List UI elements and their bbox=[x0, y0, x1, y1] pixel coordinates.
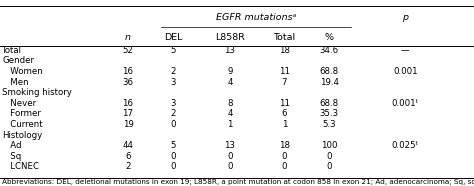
Text: L858R: L858R bbox=[215, 33, 245, 42]
Text: 19.4: 19.4 bbox=[320, 78, 339, 86]
Text: 0: 0 bbox=[282, 152, 287, 161]
Text: 3: 3 bbox=[170, 99, 176, 108]
Text: 17: 17 bbox=[122, 109, 134, 118]
Text: 4: 4 bbox=[227, 78, 233, 86]
Text: 0: 0 bbox=[282, 162, 287, 171]
Text: Never: Never bbox=[2, 99, 36, 108]
Text: Smoking history: Smoking history bbox=[2, 88, 72, 97]
Text: 2: 2 bbox=[170, 109, 176, 118]
Text: 4: 4 bbox=[227, 109, 233, 118]
Text: n: n bbox=[125, 33, 131, 42]
Text: 5: 5 bbox=[170, 46, 176, 55]
Text: Total: Total bbox=[273, 33, 295, 42]
Text: 13: 13 bbox=[224, 141, 236, 150]
Text: 18: 18 bbox=[279, 141, 290, 150]
Text: 100: 100 bbox=[321, 141, 337, 150]
Text: 0.001: 0.001 bbox=[393, 67, 418, 76]
Text: Ad: Ad bbox=[2, 141, 22, 150]
Text: Current: Current bbox=[2, 120, 43, 129]
Text: 68.8: 68.8 bbox=[320, 99, 339, 108]
Text: 68.8: 68.8 bbox=[320, 67, 339, 76]
Text: 3: 3 bbox=[170, 78, 176, 86]
Text: 16: 16 bbox=[122, 67, 134, 76]
Text: Abbreviations: DEL, deletional mutations in exon 19; L858R, a point mutation at : Abbreviations: DEL, deletional mutations… bbox=[2, 179, 474, 185]
Text: 1: 1 bbox=[282, 120, 287, 129]
Text: 7: 7 bbox=[282, 78, 287, 86]
Text: 44: 44 bbox=[122, 141, 134, 150]
Text: 19: 19 bbox=[123, 120, 133, 129]
Text: Former: Former bbox=[2, 109, 41, 118]
Text: Gender: Gender bbox=[2, 56, 35, 65]
Text: 0: 0 bbox=[327, 162, 332, 171]
Text: 9: 9 bbox=[227, 67, 233, 76]
Text: Histology: Histology bbox=[2, 131, 43, 140]
Text: 0: 0 bbox=[327, 152, 332, 161]
Text: 0: 0 bbox=[170, 152, 176, 161]
Text: Sq: Sq bbox=[2, 152, 22, 161]
Text: 0: 0 bbox=[227, 162, 233, 171]
Text: Total: Total bbox=[2, 46, 22, 55]
Text: —: — bbox=[401, 46, 410, 55]
Text: 6: 6 bbox=[282, 109, 287, 118]
Text: 11: 11 bbox=[279, 67, 290, 76]
Text: 2: 2 bbox=[170, 67, 176, 76]
Text: 6: 6 bbox=[125, 152, 131, 161]
Text: 36: 36 bbox=[122, 78, 134, 86]
Text: 8: 8 bbox=[227, 99, 233, 108]
Text: 0.025ᵗ: 0.025ᵗ bbox=[392, 141, 419, 150]
Text: 13: 13 bbox=[224, 46, 236, 55]
Text: 52: 52 bbox=[122, 46, 134, 55]
Text: 2: 2 bbox=[125, 162, 131, 171]
Text: 11: 11 bbox=[279, 99, 290, 108]
Text: 1: 1 bbox=[227, 120, 233, 129]
Text: 35.3: 35.3 bbox=[320, 109, 339, 118]
Text: Men: Men bbox=[2, 78, 29, 86]
Text: 34.6: 34.6 bbox=[320, 46, 339, 55]
Text: 5: 5 bbox=[170, 141, 176, 150]
Text: 0: 0 bbox=[170, 162, 176, 171]
Text: 18: 18 bbox=[279, 46, 290, 55]
Text: Women: Women bbox=[2, 67, 43, 76]
Text: 0: 0 bbox=[170, 120, 176, 129]
Text: 0: 0 bbox=[227, 152, 233, 161]
Text: 5.3: 5.3 bbox=[323, 120, 336, 129]
Text: %: % bbox=[325, 33, 334, 42]
Text: 16: 16 bbox=[122, 99, 134, 108]
Text: DEL: DEL bbox=[164, 33, 182, 42]
Text: p: p bbox=[402, 13, 408, 22]
Text: 0.001ᵗ: 0.001ᵗ bbox=[392, 99, 419, 108]
Text: EGFR mutationsᵃ: EGFR mutationsᵃ bbox=[216, 13, 296, 22]
Text: LCNEC: LCNEC bbox=[2, 162, 39, 171]
